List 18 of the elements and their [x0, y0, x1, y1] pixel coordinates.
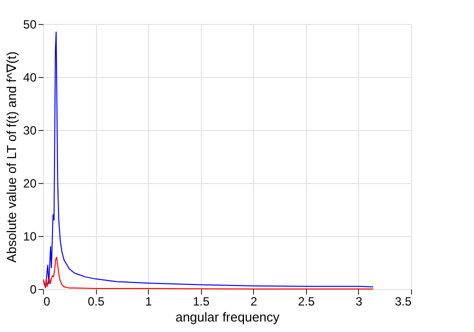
x-tick-label: 0.5 [88, 294, 105, 308]
y-tick-label: 30 [23, 124, 37, 138]
x-tick-label: 0 [44, 294, 50, 308]
x-axis-title: angular frequency [175, 310, 280, 324]
line-series [43, 256, 374, 290]
line-series [43, 31, 374, 288]
y-tick-label: 0 [30, 282, 37, 296]
x-tick-label: 3.5 [394, 294, 412, 308]
y-tick-label: 40 [23, 70, 37, 84]
x-tick-label: 3 [356, 294, 363, 308]
y-tick-label: 10 [23, 230, 37, 244]
x-tick-label: 2.5 [298, 294, 316, 308]
y-axis-title: Absolute value of LT of f(t) and f^∇(t) [4, 51, 20, 263]
x-tick-label: 1 [145, 294, 152, 308]
y-tick-label: 20 [23, 176, 37, 190]
x-tick-label: 2 [250, 294, 258, 308]
x-tick-label: 1.5 [192, 294, 210, 308]
y-tick-label: 50 [23, 18, 37, 32]
